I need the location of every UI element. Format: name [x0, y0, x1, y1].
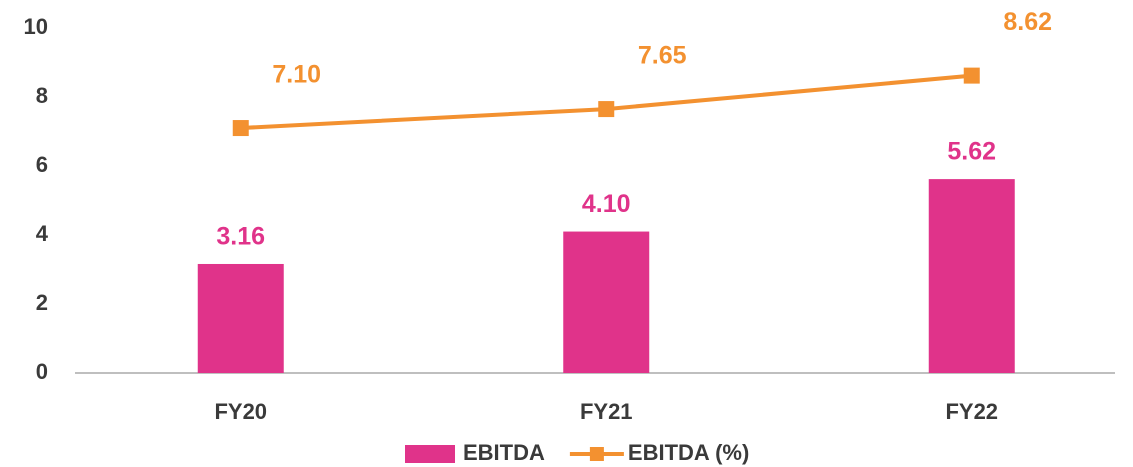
y-tick-label: 2 [36, 290, 48, 315]
x-tick-label: FY20 [214, 399, 267, 424]
y-tick-label: 8 [36, 83, 48, 108]
legend-swatch [405, 445, 455, 463]
x-tick-label: FY22 [945, 399, 998, 424]
data-label: 5.62 [947, 138, 996, 166]
y-tick-label: 6 [36, 152, 48, 177]
legend-swatch [589, 447, 604, 461]
data-label: 8.62 [1003, 8, 1052, 36]
data-label: 7.10 [272, 61, 321, 89]
line-marker [232, 120, 249, 137]
line-marker [963, 67, 980, 84]
bar [197, 263, 284, 373]
y-tick-label: 4 [36, 221, 49, 246]
y-tick-label: 0 [36, 359, 48, 384]
legend-label: EBITDA (%) [628, 440, 749, 465]
data-label: 4.10 [582, 190, 631, 218]
bar [928, 179, 1015, 373]
y-tick-label: 10 [24, 14, 48, 39]
bar [563, 231, 650, 373]
x-tick-label: FY21 [580, 399, 633, 424]
data-label: 7.65 [638, 42, 687, 70]
line-marker [598, 101, 615, 118]
legend-label: EBITDA [463, 440, 545, 465]
data-label: 3.16 [216, 223, 265, 251]
